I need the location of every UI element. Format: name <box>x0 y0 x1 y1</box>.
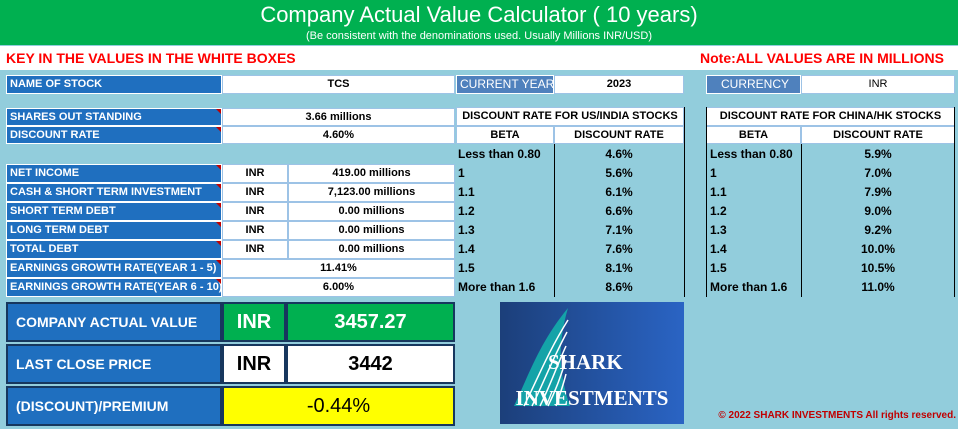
china-hk-rate: 7.9% <box>864 185 892 199</box>
logo-line-1: SHARK <box>548 350 623 374</box>
china-hk-beta: 1.3 <box>710 223 727 237</box>
long-term-debt-currency: INR <box>222 221 288 240</box>
company-actual-value-label: COMPANY ACTUAL VALUE <box>6 302 222 342</box>
us-india-rate-header: DISCOUNT RATE <box>554 126 684 144</box>
growth-rate-1-5-label: EARNINGS GROWTH RATE(YEAR 1 - 5) <box>6 259 222 278</box>
us-india-beta: 1 <box>458 166 465 180</box>
china-hk-table-title: DISCOUNT RATE FOR CHINA/HK STOCKS <box>706 107 955 126</box>
us-india-beta: More than 1.6 <box>458 280 536 294</box>
last-close-price-currency: INR <box>222 344 286 384</box>
discount-rate-label: DISCOUNT RATE <box>6 126 222 144</box>
short-term-debt-label: SHORT TERM DEBT <box>6 202 222 221</box>
name-of-stock-input[interactable]: TCS <box>222 75 455 94</box>
net-income-currency: INR <box>222 164 288 183</box>
discount-premium-value: -0.44% <box>222 386 455 426</box>
us-india-beta: Less than 0.80 <box>458 147 541 161</box>
china-hk-divider <box>801 144 802 297</box>
long-term-debt-label: LONG TERM DEBT <box>6 221 222 240</box>
shark-fin-icon <box>500 302 684 424</box>
shares-outstanding-label: SHARES OUT STANDING <box>6 108 222 126</box>
cash-investment-label: CASH & SHORT TERM INVESTMENT <box>6 183 222 202</box>
china-hk-rate: 9.2% <box>864 223 892 237</box>
company-actual-value: 3457.27 <box>286 302 455 342</box>
growth-rate-1-5-input[interactable]: 11.41% <box>222 259 455 278</box>
us-india-beta: 1.2 <box>458 204 475 218</box>
growth-rate-6-10-input[interactable]: 6.00% <box>222 278 455 297</box>
us-india-divider <box>554 144 555 297</box>
china-hk-rate: 9.0% <box>864 204 892 218</box>
key-in-note: KEY IN THE VALUES IN THE WHITE BOXES <box>6 47 296 69</box>
china-hk-rate: 10.5% <box>860 261 896 275</box>
cash-investment-input[interactable]: 7,123.00 millions <box>288 183 455 202</box>
logo-line-2: INVESTMENTS <box>515 386 669 410</box>
total-debt-currency: INR <box>222 240 288 259</box>
china-hk-beta: 1.1 <box>710 185 727 199</box>
china-hk-rate: 5.9% <box>864 147 892 161</box>
us-india-rate: 5.6% <box>605 166 633 180</box>
units-note: Note:ALL VALUES ARE IN MILLIONS <box>700 47 944 69</box>
total-debt-input[interactable]: 0.00 millions <box>288 240 455 259</box>
page-subtitle: (Be consistent with the denominations us… <box>0 28 958 45</box>
us-india-table-title: DISCOUNT RATE FOR US/INDIA STOCKS <box>456 107 684 126</box>
us-india-right-border <box>684 107 685 297</box>
net-income-input[interactable]: 419.00 millions <box>288 164 455 183</box>
us-india-rate: 8.1% <box>605 261 633 275</box>
currency-input[interactable]: INR <box>801 75 955 94</box>
long-term-debt-input[interactable]: 0.00 millions <box>288 221 455 240</box>
short-term-debt-input[interactable]: 0.00 millions <box>288 202 455 221</box>
china-hk-beta: 1 <box>710 166 717 180</box>
china-hk-rate: 11.0% <box>861 280 895 294</box>
china-hk-beta-header: BETA <box>706 126 801 144</box>
shark-investments-logo: SHARK INVESTMENTS <box>500 302 684 424</box>
us-india-beta: 1.4 <box>458 242 475 256</box>
page-title: Company Actual Value Calculator ( 10 yea… <box>0 0 958 28</box>
china-hk-beta: Less than 0.80 <box>710 147 793 161</box>
last-close-price-input[interactable]: 3442 <box>286 344 455 384</box>
china-hk-rate-header: DISCOUNT RATE <box>801 126 955 144</box>
net-income-label: NET INCOME <box>6 164 222 183</box>
us-india-beta: 1.1 <box>458 185 475 199</box>
short-term-debt-currency: INR <box>222 202 288 221</box>
us-india-rate: 7.1% <box>605 223 633 237</box>
china-hk-rate: 10.0% <box>860 242 896 256</box>
us-india-rate: 8.6% <box>605 280 633 294</box>
us-india-rate: 6.6% <box>605 204 633 218</box>
us-india-rate: 6.1% <box>605 185 633 199</box>
cash-investment-currency: INR <box>222 183 288 202</box>
china-hk-beta: More than 1.6 <box>710 280 788 294</box>
us-india-rate: 7.6% <box>605 242 633 256</box>
us-india-beta-header: BETA <box>456 126 554 144</box>
current-year-input[interactable]: 2023 <box>554 75 684 94</box>
copyright-notice: © 2022 SHARK INVESTMENTS All rights rese… <box>718 410 956 421</box>
last-close-price-label: LAST CLOSE PRICE <box>6 344 222 384</box>
china-hk-right-border <box>954 107 955 297</box>
currency-label: CURRENCY <box>706 75 801 94</box>
us-india-rate: 4.6% <box>605 147 633 161</box>
china-hk-beta: 1.5 <box>710 261 727 275</box>
total-debt-label: TOTAL DEBT <box>6 240 222 259</box>
discount-premium-label: (DISCOUNT)/PREMIUM <box>6 386 222 426</box>
us-india-beta: 1.3 <box>458 223 475 237</box>
company-actual-value-currency: INR <box>222 302 286 342</box>
us-india-beta: 1.5 <box>458 261 475 275</box>
china-hk-beta: 1.2 <box>710 204 727 218</box>
current-year-label: CURRENT YEAR <box>456 75 554 94</box>
shares-outstanding-input[interactable]: 3.66 millions <box>222 108 455 126</box>
china-hk-rate: 7.0% <box>864 166 892 180</box>
discount-rate-input[interactable]: 4.60% <box>222 126 455 144</box>
growth-rate-6-10-label: EARNINGS GROWTH RATE(YEAR 6 - 10) <box>6 278 222 297</box>
china-hk-beta: 1.4 <box>710 242 727 256</box>
china-hk-left-border <box>706 107 707 297</box>
name-of-stock-label: NAME OF STOCK <box>6 75 222 94</box>
